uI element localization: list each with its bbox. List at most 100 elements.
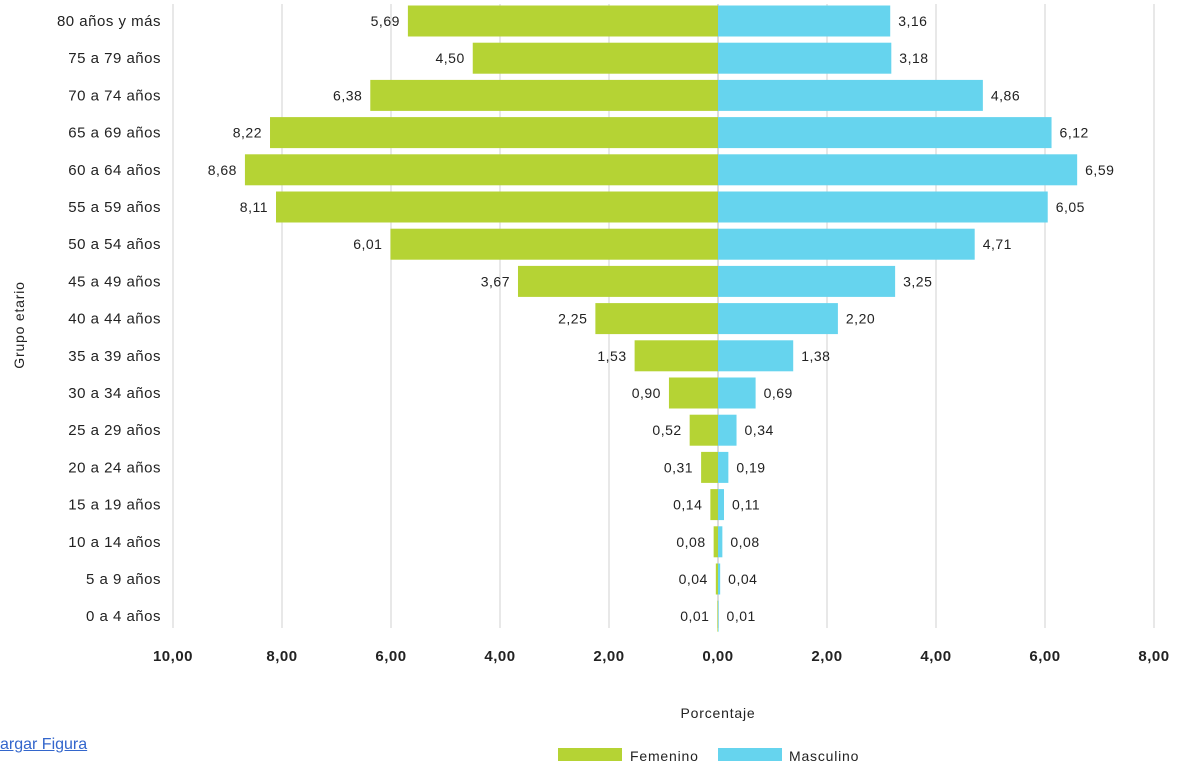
- bar-masculino: [718, 191, 1048, 223]
- category-labels: 80 años y más 75 a 79 años 70 a 74 años 65 …: [57, 13, 161, 625]
- value-label-femenino: 8,22: [233, 125, 262, 141]
- bar-femenino: [717, 600, 719, 632]
- value-label-femenino: 0,01: [680, 608, 709, 624]
- x-tick-label: 8,00: [266, 648, 297, 665]
- value-label-femenino: 0,31: [664, 459, 693, 475]
- x-tick-label: 6,00: [375, 648, 406, 665]
- category-label: 55 a 59 años: [68, 199, 161, 216]
- bar-masculino: [718, 600, 719, 632]
- bar-femenino: [595, 303, 718, 335]
- value-label-masculino: 0,08: [730, 534, 759, 550]
- value-label-femenino: 0,04: [679, 571, 708, 587]
- value-label-femenino: 1,53: [597, 348, 626, 364]
- category-label: 35 a 39 años: [68, 348, 161, 365]
- value-label-femenino: 0,08: [676, 534, 705, 550]
- value-label-femenino: 0,52: [652, 422, 681, 438]
- bar-femenino: [634, 340, 718, 372]
- bar-femenino: [270, 117, 718, 149]
- bar-masculino: [718, 154, 1078, 186]
- value-label-femenino: 0,90: [632, 385, 661, 401]
- value-label-femenino: 6,38: [333, 87, 362, 103]
- category-label: 70 a 74 años: [68, 87, 161, 104]
- category-label: 5 a 9 años: [86, 571, 161, 588]
- value-label-masculino: 6,05: [1056, 199, 1085, 215]
- bar-masculino: [718, 228, 975, 260]
- value-label-masculino: 4,71: [983, 236, 1012, 252]
- bar-femenino: [701, 451, 718, 483]
- value-label-masculino: 2,20: [846, 311, 875, 327]
- bar-femenino: [517, 265, 718, 297]
- value-label-femenino: 8,68: [208, 162, 237, 178]
- download-figure-link[interactable]: argar Figura: [0, 736, 88, 753]
- value-label-masculino: 0,19: [736, 459, 765, 475]
- category-label: 20 a 24 años: [68, 459, 161, 476]
- category-label: 15 a 19 años: [68, 497, 161, 514]
- bar-masculino: [718, 414, 737, 446]
- legend: Femenino Masculino: [558, 748, 859, 764]
- value-label-masculino: 0,04: [728, 571, 757, 587]
- category-label: 25 a 29 años: [68, 422, 161, 439]
- x-tick-label: 0,00: [702, 648, 733, 665]
- category-label: 10 a 14 años: [68, 534, 161, 551]
- y-axis-title: Grupo etario: [11, 281, 27, 368]
- value-label-masculino: 0,69: [764, 385, 793, 401]
- x-axis-title: Porcentaje: [681, 705, 756, 721]
- bar-femenino: [710, 489, 718, 521]
- category-label: 50 a 54 años: [68, 236, 161, 253]
- bar-femenino: [407, 5, 718, 37]
- bar-femenino: [276, 191, 718, 223]
- category-label: 0 a 4 años: [86, 608, 161, 625]
- bar-masculino: [718, 117, 1052, 149]
- bar-masculino: [718, 489, 724, 521]
- value-label-masculino: 0,01: [727, 608, 756, 624]
- bar-femenino: [689, 414, 718, 446]
- value-label-femenino: 2,25: [558, 311, 587, 327]
- bar-masculino: [718, 377, 756, 409]
- value-label-femenino: 4,50: [436, 50, 465, 66]
- bar-femenino: [715, 563, 718, 595]
- value-label-masculino: 3,25: [903, 273, 932, 289]
- value-label-masculino: 1,38: [801, 348, 830, 364]
- value-label-masculino: 0,34: [745, 422, 774, 438]
- category-label: 75 a 79 años: [68, 50, 161, 67]
- category-label: 45 a 49 años: [68, 273, 161, 290]
- x-tick-label: 4,00: [484, 648, 515, 665]
- bar-femenino: [668, 377, 718, 409]
- x-tick-label: 2,00: [811, 648, 842, 665]
- legend-label-femenino: Femenino: [630, 748, 699, 764]
- value-label-femenino: 8,11: [240, 199, 268, 215]
- category-label: 30 a 34 años: [68, 385, 161, 402]
- bar-masculino: [718, 526, 723, 558]
- bar-masculino: [718, 79, 983, 111]
- value-label-femenino: 5,69: [371, 13, 400, 29]
- bar-masculino: [718, 42, 892, 74]
- bar-masculino: [718, 303, 838, 335]
- legend-swatch-femenino: [558, 748, 622, 761]
- x-tick-labels: 10,00 8,00 6,00 4,00 2,00 0,00 2,00 4,00 6,00 8,0…: [153, 648, 1169, 665]
- bar-masculino: [718, 451, 729, 483]
- bar-masculino: [718, 265, 896, 297]
- category-label: 60 a 64 años: [68, 162, 161, 179]
- bars: [244, 5, 1078, 632]
- legend-swatch-masculino: [718, 748, 782, 761]
- bar-masculino: [718, 340, 794, 372]
- value-labels: 5,69 3,16 4,50 3,18 6,38 4,86 8,22 6,12 8,68 6,59…: [208, 13, 1114, 624]
- category-label: 40 a 44 años: [68, 311, 161, 328]
- value-label-masculino: 0,11: [732, 497, 760, 513]
- bar-femenino: [472, 42, 718, 74]
- x-tick-label: 2,00: [593, 648, 624, 665]
- x-tick-label: 4,00: [920, 648, 951, 665]
- x-tick-label: 6,00: [1029, 648, 1060, 665]
- bar-femenino: [713, 526, 718, 558]
- bar-femenino: [370, 79, 718, 111]
- value-label-masculino: 3,18: [899, 50, 928, 66]
- value-label-femenino: 3,67: [481, 273, 510, 289]
- value-label-femenino: 0,14: [673, 497, 702, 513]
- value-label-masculino: 4,86: [991, 87, 1020, 103]
- value-label-masculino: 6,59: [1085, 162, 1114, 178]
- bar-masculino: [718, 5, 891, 37]
- legend-label-masculino: Masculino: [789, 748, 859, 764]
- x-tick-label: 10,00: [153, 648, 193, 665]
- value-label-masculino: 6,12: [1060, 125, 1089, 141]
